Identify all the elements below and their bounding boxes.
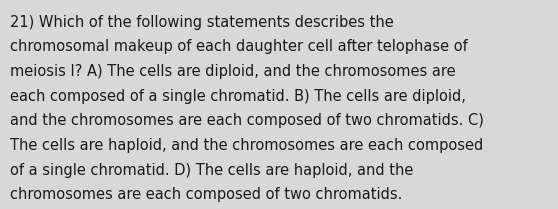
Text: 21) Which of the following statements describes the: 21) Which of the following statements de… [10, 15, 394, 30]
Text: meiosis I? A) The cells are diploid, and the chromosomes are: meiosis I? A) The cells are diploid, and… [10, 64, 456, 79]
Text: of a single chromatid. D) The cells are haploid, and the: of a single chromatid. D) The cells are … [10, 163, 413, 178]
Text: The cells are haploid, and the chromosomes are each composed: The cells are haploid, and the chromosom… [10, 138, 483, 153]
Text: each composed of a single chromatid. B) The cells are diploid,: each composed of a single chromatid. B) … [10, 89, 466, 104]
Text: chromosomes are each composed of two chromatids.: chromosomes are each composed of two chr… [10, 187, 402, 202]
Text: chromosomal makeup of each daughter cell after telophase of: chromosomal makeup of each daughter cell… [10, 39, 468, 54]
Text: and the chromosomes are each composed of two chromatids. C): and the chromosomes are each composed of… [10, 113, 484, 128]
